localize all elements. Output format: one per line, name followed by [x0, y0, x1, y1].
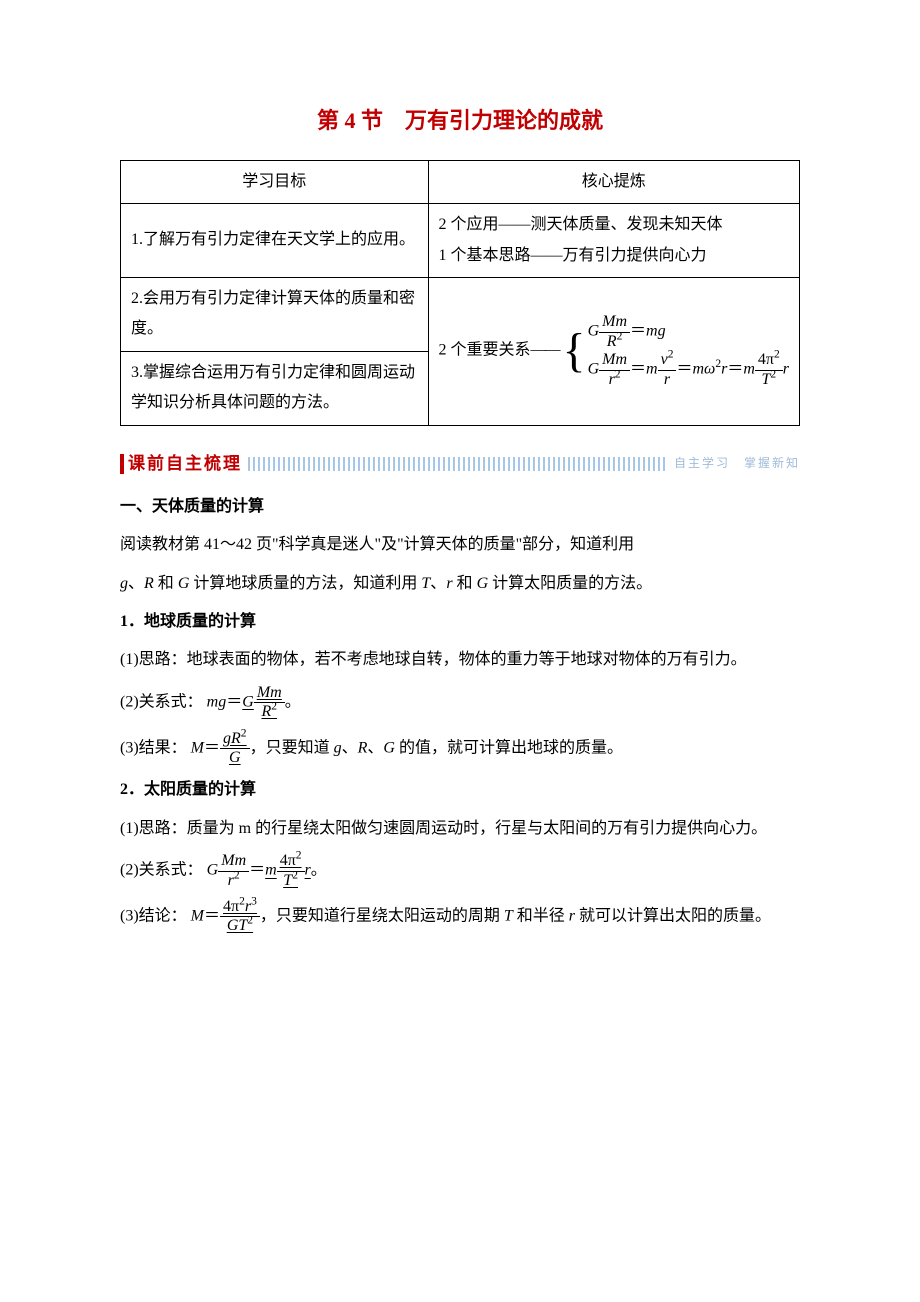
- col-header-goals: 学习目标: [121, 160, 429, 203]
- earth-idea: (1)思路：地球表面的物体，若不考虑地球自转，物体的重力等于地球对物体的万有引力…: [120, 645, 800, 675]
- table-row: 1.了解万有引力定律在天文学上的应用。 2 个应用——测天体质量、发现未知天体 …: [121, 204, 800, 278]
- equation-row-2: GMmr2＝mv2r＝mω2r＝m4π2T2r: [588, 351, 789, 389]
- earth-result: (3)结果： M＝gR2G，只要知道 g、R、G 的值，就可计算出地球的质量。: [120, 730, 800, 768]
- sun-idea: (1)思路：质量为 m 的行星绕太阳做匀速圆周运动时，行星与太阳间的万有引力提供…: [120, 814, 800, 844]
- sub-heading-sun: 2．太阳质量的计算: [120, 775, 800, 805]
- banner-bar-icon: [120, 454, 124, 474]
- table-header-row: 学习目标 核心提炼: [121, 160, 800, 203]
- banner-stripes-icon: [248, 457, 668, 471]
- core-cell-relations: 2 个重要关系—— { GMmR2＝mg GMmr2＝mv2r＝mω2r＝m4π…: [428, 277, 800, 425]
- goal-cell-1: 1.了解万有引力定律在天文学上的应用。: [121, 204, 429, 278]
- sun-conclusion: (3)结论： M＝4π2r3GT2，只要知道行星绕太阳运动的周期 T 和半径 r…: [120, 898, 800, 936]
- page-title: 第 4 节 万有引力理论的成就: [120, 100, 800, 142]
- sun-relation: (2)关系式： GMmr2＝m4π2T2r。: [120, 852, 800, 890]
- col-header-core: 核心提炼: [428, 160, 800, 203]
- sub-heading-earth: 1．地球质量的计算: [120, 607, 800, 637]
- goal-cell-2: 2.会用万有引力定律计算天体的质量和密度。: [121, 277, 429, 351]
- core-cell-1: 2 个应用——测天体质量、发现未知天体 1 个基本思路——万有引力提供向心力: [428, 204, 800, 278]
- section-banner: 课前自主梳理 自主学习 掌握新知: [120, 448, 800, 480]
- table-row: 2.会用万有引力定律计算天体的质量和密度。 2 个重要关系—— { GMmR2＝…: [121, 277, 800, 351]
- relations-prefix: 2 个重要关系: [439, 342, 531, 359]
- banner-label: 课前自主梳理: [128, 448, 242, 480]
- intro-line-1: 阅读教材第 41～42 页"科学真是迷人"及"计算天体的质量"部分，知道利用: [120, 530, 800, 560]
- intro-line-2: g、R 和 G 计算地球质量的方法，知道利用 T、r 和 G 计算太阳质量的方法…: [120, 569, 800, 599]
- brace-block: { GMmR2＝mg GMmr2＝mv2r＝mω2r＝m4π2T2r: [563, 313, 789, 389]
- left-brace-icon: {: [563, 328, 586, 374]
- dash: ——: [531, 342, 559, 359]
- banner-tail: 自主学习 掌握新知: [674, 452, 800, 475]
- section-1-heading: 一、天体质量的计算: [120, 492, 800, 522]
- equation-row-1: GMmR2＝mg: [588, 313, 789, 351]
- goals-table: 学习目标 核心提炼 1.了解万有引力定律在天文学上的应用。 2 个应用——测天体…: [120, 160, 800, 426]
- goal-cell-3: 3.掌握综合运用万有引力定律和圆周运动学知识分析具体问题的方法。: [121, 351, 429, 425]
- earth-relation: (2)关系式： mg＝GMmR2。: [120, 684, 800, 722]
